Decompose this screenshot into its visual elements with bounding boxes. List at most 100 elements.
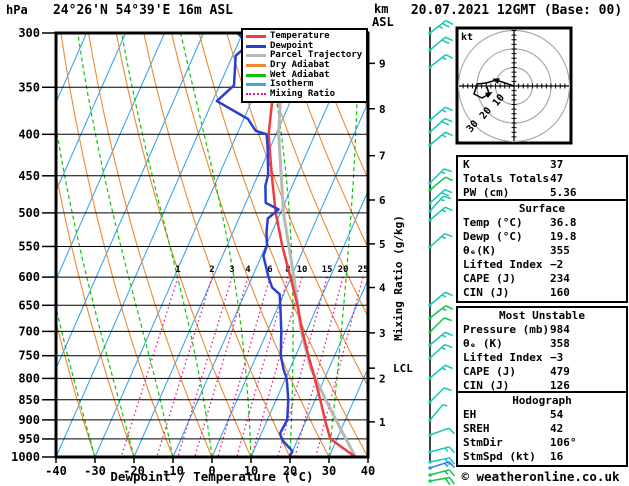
surface-panel-row: Temp (°C) 36.8	[458, 216, 626, 230]
stat-value: 358	[550, 337, 570, 350]
pressure-tick-label: 450	[18, 169, 40, 183]
stat-label: K	[463, 158, 470, 171]
dry-adiabat-line	[281, 33, 368, 249]
wind-barb	[428, 446, 456, 454]
stat-value: 479	[550, 365, 570, 378]
hodograph-unit-label: kt	[461, 32, 473, 43]
wind-barb-full-tick	[449, 477, 455, 485]
wet-adiabat-line	[120, 33, 213, 457]
stat-label: StmDir	[463, 436, 503, 449]
stat-value: 16	[550, 450, 564, 463]
wind-barb	[428, 305, 454, 320]
stat-label: CAPE (J)	[463, 365, 516, 378]
wind-barb-half-tick	[441, 307, 447, 312]
wind-barb-staff	[429, 118, 446, 133]
stat-value: 5.36	[550, 186, 577, 199]
wind-barb-half-tick	[444, 470, 449, 475]
wind-barb-full-tick	[443, 317, 452, 322]
run-title: 20.07.2021 12GMT (Base: 00)	[410, 3, 623, 18]
wind-barb-staff	[429, 404, 444, 421]
wet-adiabat-line	[56, 304, 96, 457]
pressure-tick-label: 800	[18, 371, 40, 385]
pressure-tick-label: 350	[18, 80, 40, 94]
isotherm-line	[56, 33, 205, 370]
wind-barb-staff	[429, 106, 446, 121]
km-tick-label: 4	[379, 282, 386, 295]
wind-barb-column	[428, 20, 456, 486]
indices-panel: K 37 Totals Totals 47 PW (cm) 5.36	[456, 155, 628, 203]
km-tick-label: 8	[379, 103, 386, 116]
wind-barb	[428, 387, 452, 404]
stat-label: Dewp (°C)	[463, 230, 523, 243]
most-unstable-panel-row: CIN (J) 126	[458, 379, 626, 393]
wind-barb-full-tick	[441, 39, 450, 45]
dry-adiabat-line	[0, 33, 17, 457]
wind-barb-full-tick	[448, 457, 455, 465]
wind-barb-half-tick	[441, 235, 446, 240]
legend-swatch-wet-adiabat	[246, 73, 266, 77]
wind-barb-staff	[429, 364, 446, 379]
wind-barb-full-tick	[448, 427, 455, 435]
isotherm-line	[56, 33, 127, 193]
dry-adiabat-line	[56, 319, 96, 457]
wind-barb-full-tick	[445, 54, 454, 59]
legend-label: Dewpoint	[270, 40, 314, 51]
most-unstable-panel: Most Unstable Pressure (mb) 984 θₑ (K) 358 Li…	[456, 306, 628, 396]
isotherm-line	[94, 33, 283, 457]
wind-barb-full-tick	[443, 387, 452, 392]
surface-panel-row: Lifted Index −2	[458, 258, 626, 272]
wind-barb	[428, 427, 455, 437]
km-tick-label: 2	[379, 372, 386, 385]
wind-barb	[428, 469, 456, 477]
wind-barb-staff	[429, 36, 446, 51]
mixing-ratio-value-label: 15	[322, 265, 333, 275]
wind-barb-staff	[429, 387, 445, 403]
wind-barb	[428, 232, 453, 249]
wind-barb-half-tick	[441, 334, 447, 338]
legend-item: Dewpoint	[246, 40, 366, 52]
km-tick-label: 7	[379, 150, 386, 163]
indices-panel-row: PW (cm) 5.36	[458, 186, 626, 200]
wind-barb-full-tick	[448, 461, 456, 469]
altitude-axis-unit-km: km	[374, 2, 389, 16]
wind-barb-staff	[429, 305, 447, 319]
wind-barb-half-tick	[440, 198, 445, 202]
sounding-profiles	[215, 33, 357, 457]
wet-adiabat-line	[263, 33, 294, 457]
legend-swatch-mixing-ratio	[246, 93, 266, 96]
wind-barb-half-tick	[441, 134, 447, 138]
surface-panel-row: Dewp (°C) 19.8	[458, 230, 626, 244]
legend-swatch-dewpoint	[246, 44, 266, 48]
wind-barb-full-tick	[444, 232, 453, 238]
legend-item: Dry Adiabat	[246, 61, 366, 71]
mixing-ratio-value-label: 4	[245, 265, 251, 275]
km-tick-label: 6	[379, 194, 386, 207]
wind-barb-full-tick	[445, 20, 454, 25]
dry-adiabat-line	[87, 33, 213, 457]
stat-value: −3	[550, 351, 564, 364]
axis-ticks-and-labels: 3003504004505005506006507007508008509009…	[11, 26, 386, 478]
stat-value: 37	[550, 158, 564, 171]
wind-barb	[428, 188, 453, 205]
hodograph-stats-panel-row: EH 54	[458, 408, 626, 422]
wind-barb-staff	[429, 457, 450, 463]
hodograph-stats-panel-row: StmDir 106°	[458, 436, 626, 450]
wind-barb	[428, 403, 448, 422]
wind-barb	[428, 54, 454, 69]
wind-barb	[428, 106, 453, 122]
wind-barb	[428, 20, 454, 35]
wind-barb-staff	[429, 206, 446, 221]
surface-panel-row: θₑ(K) 355	[458, 244, 626, 258]
isotherm-line	[328, 366, 368, 457]
mixing-ratio-value-label: 6	[267, 265, 272, 275]
temperature-tick-label: -10	[162, 464, 184, 478]
stat-value: 355	[550, 244, 570, 257]
wind-barb-full-tick	[441, 22, 450, 28]
wind-barb	[428, 461, 456, 470]
mixing-ratio-line	[194, 276, 249, 457]
legend-swatch-dry-adiabat	[246, 64, 266, 68]
most-unstable-panel-row: Pressure (mb) 984	[458, 323, 626, 337]
wet-adiabat-line	[180, 33, 252, 457]
hodograph-trace-arrowhead	[484, 92, 493, 99]
wind-barb-half-tick	[441, 294, 447, 298]
